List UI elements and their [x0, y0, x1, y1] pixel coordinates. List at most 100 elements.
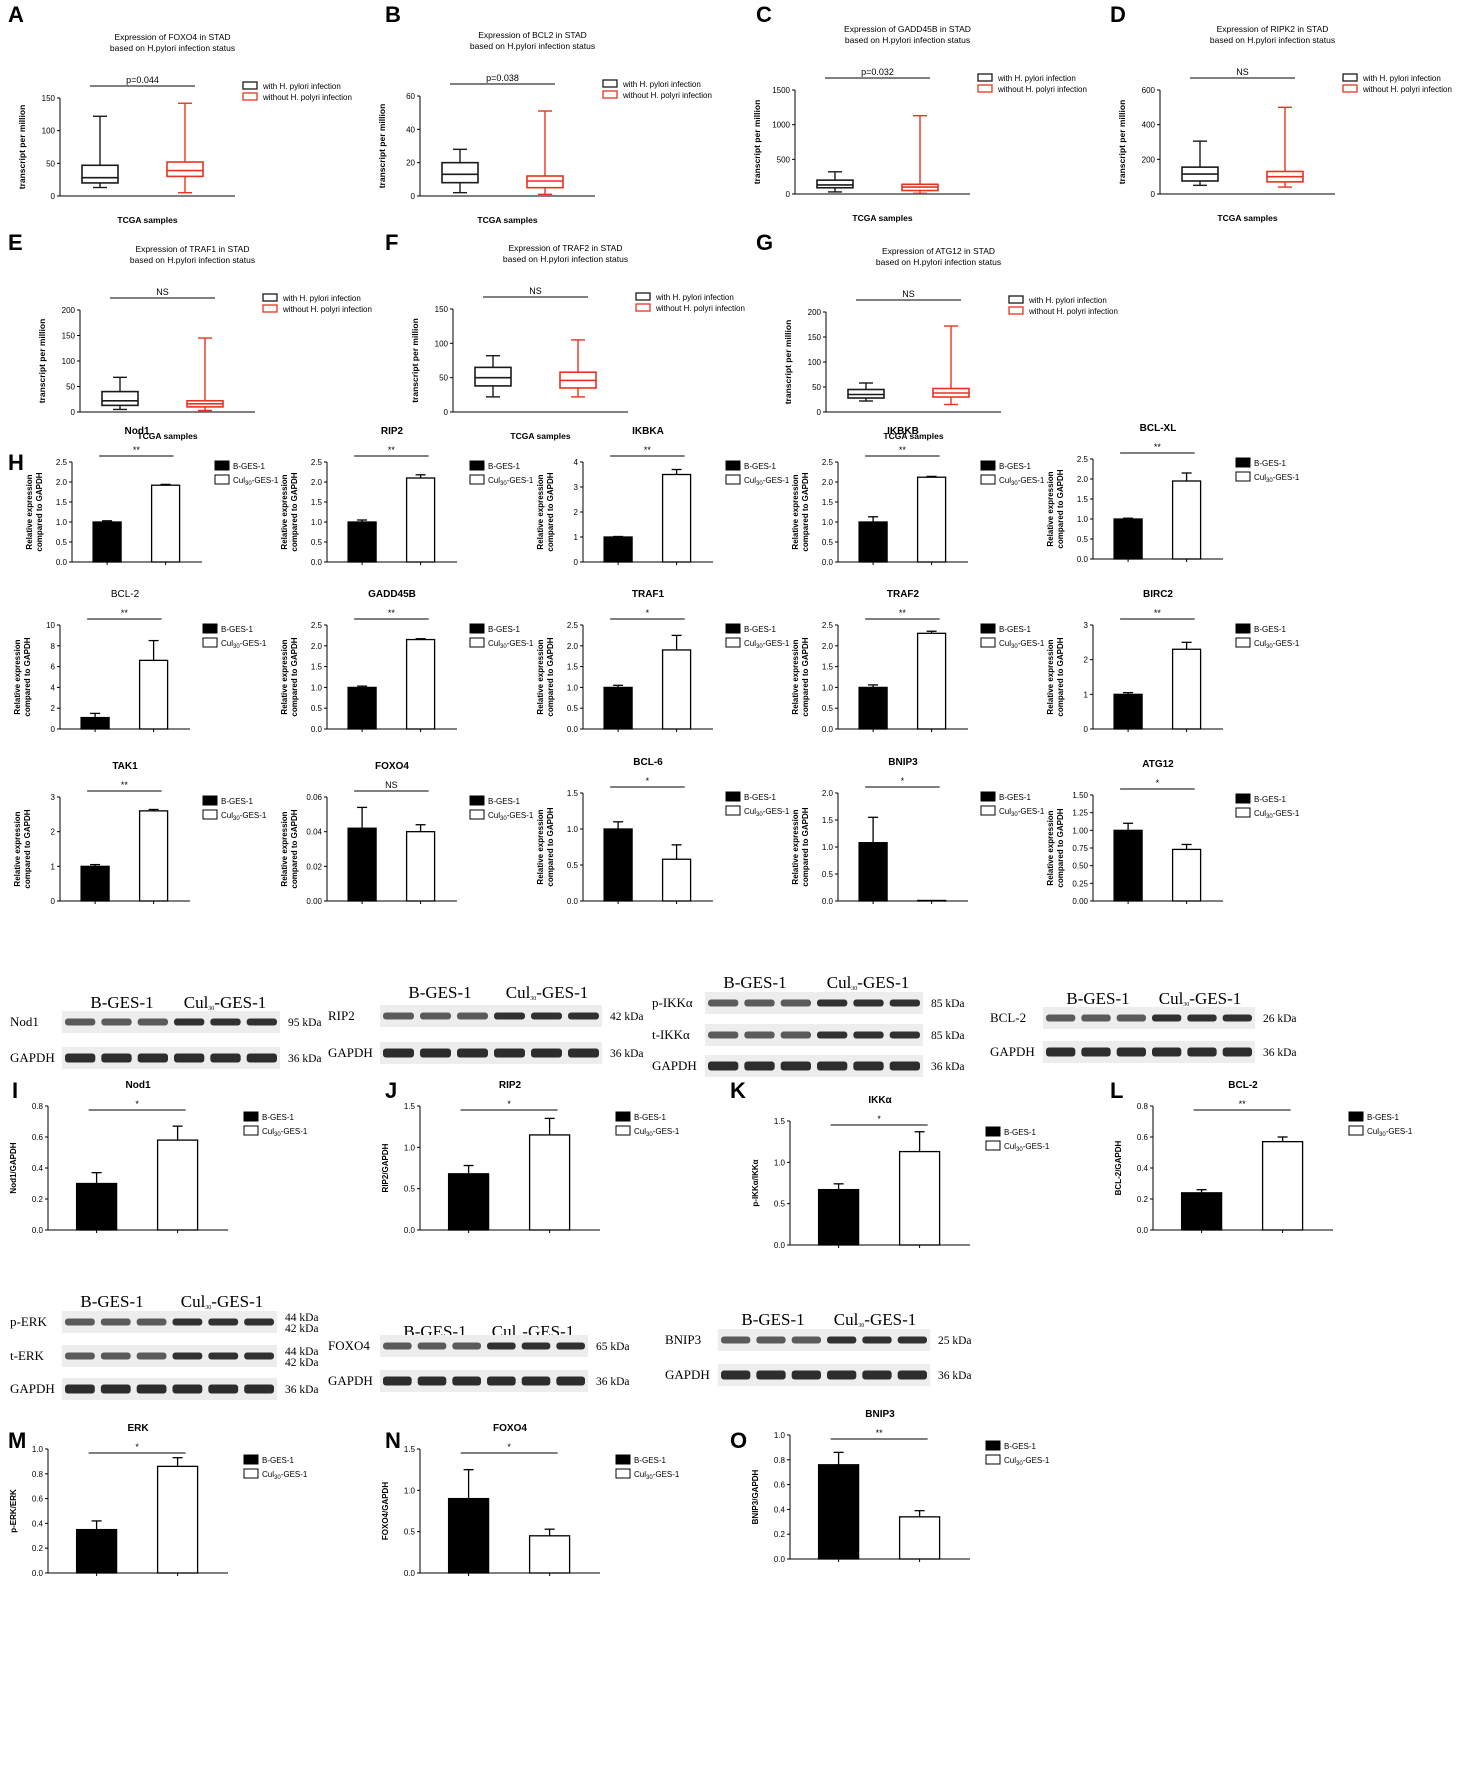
- blot-row-label: GAPDH: [990, 1044, 1035, 1059]
- blot-band: [494, 1048, 525, 1058]
- barchart-H5: BCL-XL 0.0 0.5 1.0 1.5 2.0 2.5 Relative express…: [1046, 423, 1300, 564]
- blot-header: Cul30-GES-1: [834, 1310, 917, 1329]
- blot-band: [756, 1336, 786, 1344]
- blot-band: [65, 1318, 95, 1326]
- chart-title: IKBKA: [632, 426, 664, 437]
- legend-swatch: [1342, 84, 1358, 93]
- blot-strip: [718, 1329, 930, 1351]
- y-tick-label: 0: [51, 192, 56, 201]
- blot-kda: 42 kDa: [610, 1011, 644, 1023]
- y-tick-label: 1.25: [1072, 809, 1088, 818]
- blot-row-label: BCL-2: [990, 1010, 1026, 1025]
- blot-header: B-GES-1: [723, 973, 786, 992]
- chart-title: IKBKB: [887, 426, 919, 437]
- blot-strip: [705, 1024, 923, 1046]
- y-axis-label: compared to GAPDH: [546, 807, 555, 886]
- chart-title: GADD45B: [368, 589, 416, 600]
- blot-row-label: GAPDH: [10, 1381, 55, 1396]
- barchart-H10: BIRC2 0 1 2 3 Relative expression compared to …: [1046, 589, 1300, 734]
- legend-swatch: [615, 1125, 631, 1136]
- blot-band: [100, 1318, 131, 1326]
- y-tick-label: 0.25: [1072, 879, 1088, 888]
- blot-band: [244, 1318, 274, 1326]
- y-tick-label: 0.0: [822, 725, 834, 734]
- y-axis-label: Relative expression: [25, 474, 34, 549]
- y-tick-label: 0.5: [822, 704, 834, 713]
- western-blot-J: B-GES-1 Cul30-GES-1 RIP2 42 kDa GAPDH 36 kDa: [328, 983, 644, 1064]
- blot-band: [172, 1318, 203, 1326]
- y-tick-label: 100: [42, 127, 56, 136]
- legend-label: Cul30-GES-1: [999, 807, 1045, 818]
- y-tick-label: 1.5: [56, 498, 68, 507]
- legend-swatch: [243, 1125, 259, 1136]
- blot-band: [721, 1336, 751, 1344]
- box: [526, 175, 564, 189]
- legend-label: B-GES-1: [634, 1456, 667, 1465]
- box: [166, 161, 204, 178]
- blot-strip: [380, 1370, 588, 1392]
- sig-label: *: [901, 776, 905, 786]
- bar: [858, 842, 888, 902]
- legend-label: B-GES-1: [221, 625, 254, 634]
- y-tick-label: 2: [51, 704, 56, 713]
- legend-label: B-GES-1: [488, 797, 521, 806]
- y-tick-label: 1.0: [774, 1158, 786, 1167]
- blot-band: [457, 1012, 488, 1020]
- chart-title: BNIP3: [865, 1409, 895, 1420]
- blot-kda: 36 kDa: [1263, 1047, 1297, 1059]
- y-tick-label: 0.5: [822, 538, 834, 547]
- legend-label: Cul30-GES-1: [221, 811, 267, 822]
- y-tick-label: 1.5: [822, 663, 834, 672]
- y-axis-label: compared to GAPDH: [23, 809, 32, 888]
- y-tick-label: 0.8: [32, 1102, 44, 1111]
- blot-band: [246, 1053, 277, 1063]
- y-axis-label: transcript per million: [17, 105, 27, 190]
- blot-kda: 85 kDa: [931, 998, 965, 1010]
- y-axis-label: Relative expression: [1046, 471, 1055, 546]
- legend-swatch: [980, 474, 996, 485]
- blot-band: [1046, 1014, 1076, 1022]
- y-tick-label: 2: [1084, 656, 1089, 665]
- y-tick-label: 0.5: [404, 1185, 416, 1194]
- y-tick-label: 0.8: [1137, 1102, 1149, 1111]
- bar: [1171, 848, 1202, 902]
- y-axis-label: compared to GAPDH: [801, 472, 810, 551]
- chart-title: ATG12: [1142, 759, 1174, 770]
- legend-swatch: [615, 1111, 631, 1122]
- chart-subtitle: based on H.pylori infection status: [130, 255, 255, 265]
- blot-band: [457, 1048, 488, 1058]
- y-tick-label: 0.75: [1072, 844, 1088, 853]
- blot-kda: 36 kDa: [285, 1384, 319, 1396]
- blot-band: [708, 1061, 739, 1071]
- blot-band: [721, 1370, 751, 1380]
- blot-band: [521, 1342, 551, 1350]
- bar: [1261, 1141, 1304, 1231]
- y-tick-label: 0.02: [306, 862, 322, 871]
- blot-band: [420, 1012, 451, 1020]
- sig-label: **: [1154, 608, 1162, 618]
- legend-label: B-GES-1: [744, 462, 777, 471]
- blot-band: [244, 1352, 274, 1360]
- chart-title: RIP2: [381, 426, 404, 437]
- y-axis-label: Relative expression: [13, 811, 22, 886]
- blot-band: [531, 1048, 562, 1058]
- blot-band: [417, 1342, 447, 1350]
- y-axis-label: compared to GAPDH: [1056, 808, 1065, 887]
- blot-band: [853, 999, 884, 1007]
- legend-swatch: [615, 1468, 631, 1479]
- blot-band: [1116, 1047, 1146, 1057]
- y-tick-label: 0: [71, 408, 76, 417]
- chart-title: BCL-XL: [1140, 423, 1177, 434]
- barchart-H6: BCL-2 0 2 4 6 8 10 Relative expression compared …: [13, 589, 267, 734]
- y-tick-label: 3: [574, 483, 579, 492]
- sig-label: NS: [156, 287, 169, 297]
- y-axis-label: Relative expression: [1046, 639, 1055, 714]
- legend-label: Cul30-GES-1: [488, 639, 534, 650]
- legend-swatch: [469, 637, 485, 648]
- y-tick-label: 0.0: [822, 558, 834, 567]
- y-tick-label: 0.0: [404, 1569, 416, 1578]
- blot-band: [487, 1342, 516, 1350]
